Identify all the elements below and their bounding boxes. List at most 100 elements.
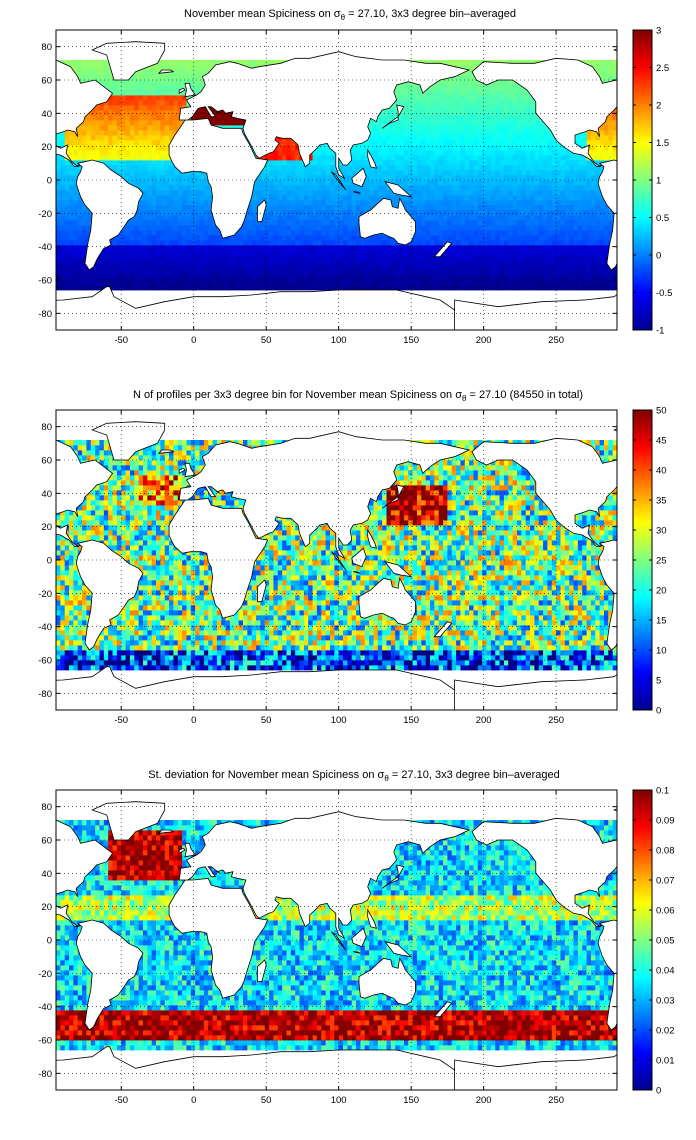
data-cell	[121, 160, 126, 166]
data-cell	[460, 230, 466, 236]
data-cell	[521, 110, 527, 116]
data-cell	[456, 80, 461, 86]
data-cell	[264, 250, 270, 256]
data-cell	[425, 275, 431, 281]
data-cell	[321, 270, 327, 276]
data-cell	[403, 195, 409, 201]
data-cell	[108, 95, 113, 101]
data-cell	[251, 265, 257, 271]
data-cell	[264, 245, 270, 251]
data-cell	[121, 275, 126, 281]
data-cell	[329, 280, 335, 286]
data-cell	[173, 270, 179, 276]
data-cell	[503, 155, 509, 161]
data-cell	[482, 225, 487, 231]
data-cell	[377, 160, 383, 166]
data-cell	[312, 165, 318, 171]
data-cell	[421, 275, 427, 281]
data-cell	[138, 200, 144, 206]
data-cell	[403, 140, 409, 146]
data-cell	[525, 230, 531, 236]
data-cell	[425, 210, 431, 216]
data-cell	[421, 215, 427, 221]
data-cell	[103, 275, 109, 281]
data-cell	[386, 255, 392, 261]
data-cell	[325, 245, 331, 251]
data-cell	[73, 235, 79, 241]
data-cell	[416, 95, 422, 101]
data-cell	[177, 215, 183, 221]
data-cell	[277, 145, 283, 151]
data-cell	[134, 145, 140, 151]
data-cell	[82, 215, 87, 221]
data-cell	[160, 195, 166, 201]
data-cell	[499, 280, 505, 286]
data-cell	[82, 280, 87, 286]
data-cell	[512, 265, 518, 271]
data-cell	[129, 105, 135, 111]
data-cell	[308, 165, 313, 171]
data-cell	[434, 130, 440, 136]
data-cell	[264, 265, 270, 271]
data-cell	[325, 275, 331, 281]
data-cell	[156, 250, 161, 256]
data-cell	[295, 165, 300, 171]
data-cell	[390, 270, 396, 276]
data-cell	[403, 260, 409, 266]
data-cell	[521, 95, 527, 101]
data-cell	[199, 80, 205, 86]
data-cell	[295, 205, 300, 211]
data-cell	[521, 140, 527, 146]
data-cell	[134, 100, 140, 106]
data-cell	[321, 260, 327, 266]
data-cell	[273, 245, 279, 251]
data-cell	[460, 205, 466, 211]
data-cell	[499, 95, 505, 101]
data-cell	[456, 270, 461, 276]
data-cell	[399, 270, 405, 276]
data-cell	[516, 200, 522, 206]
data-cell	[108, 70, 113, 76]
data-cell	[86, 270, 92, 276]
data-cell	[234, 235, 240, 241]
data-cell	[503, 180, 509, 186]
data-cell	[382, 280, 387, 286]
data-cell	[447, 265, 453, 271]
data-cell	[421, 280, 427, 286]
data-cell	[99, 145, 105, 151]
data-cell	[151, 135, 157, 141]
data-cell	[360, 190, 366, 196]
data-cell	[142, 215, 148, 221]
data-cell	[182, 210, 187, 216]
data-cell	[434, 250, 440, 256]
data-cell	[395, 255, 400, 261]
data-cell	[503, 190, 509, 196]
data-cell	[316, 280, 322, 286]
data-cell	[129, 95, 135, 101]
data-cell	[173, 120, 179, 126]
data-cell	[325, 220, 331, 226]
data-cell	[434, 225, 440, 231]
data-cell	[382, 115, 387, 121]
data-cell	[295, 190, 300, 196]
data-cell	[125, 280, 131, 286]
data-cell	[412, 135, 418, 141]
data-cell	[499, 115, 505, 121]
data-cell	[469, 115, 474, 121]
data-cell	[473, 215, 479, 221]
data-cell	[186, 95, 192, 101]
data-cell	[264, 200, 270, 206]
data-cell	[421, 110, 427, 116]
data-cell	[290, 265, 296, 271]
data-cell	[125, 260, 131, 266]
data-cell	[360, 145, 366, 151]
data-cell	[486, 150, 492, 156]
data-cell	[182, 270, 187, 276]
data-cell	[95, 70, 100, 76]
data-cell	[299, 190, 305, 196]
data-cell	[286, 260, 292, 266]
data-cell	[508, 150, 514, 156]
data-cell	[256, 245, 261, 251]
data-cell	[121, 255, 126, 261]
data-cell	[160, 175, 166, 181]
